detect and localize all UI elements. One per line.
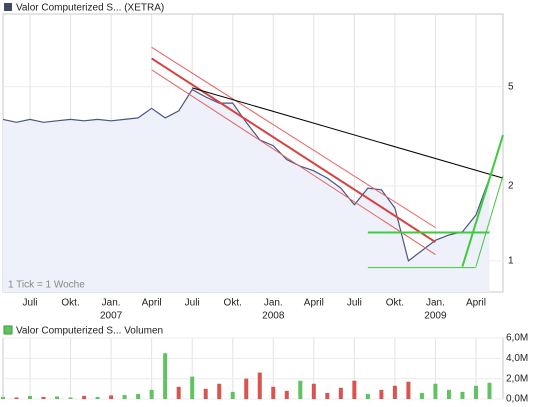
volume-bar xyxy=(109,395,114,399)
volume-bar xyxy=(136,393,141,399)
x-tick-label: Juli xyxy=(347,298,362,309)
volume-bar xyxy=(41,396,46,399)
volume-bar xyxy=(284,390,289,399)
x-tick-label: Jan. xyxy=(264,298,283,309)
volume-bar xyxy=(433,383,438,399)
legend-swatch xyxy=(4,3,12,11)
volume-bar xyxy=(55,396,60,399)
volume-bar xyxy=(122,394,127,399)
y-tick-label: 4,0M xyxy=(506,353,528,364)
x-tick-label: Okt. xyxy=(386,298,404,309)
volume-bar xyxy=(230,391,235,399)
trendline xyxy=(151,69,436,255)
x-tick-label: Okt. xyxy=(224,298,242,309)
x-year-label: 2008 xyxy=(262,311,285,322)
x-tick-label: Juli xyxy=(185,298,200,309)
y-tick-label: 6,0M xyxy=(506,333,528,344)
price-line xyxy=(2,88,491,262)
x-tick-label: Okt. xyxy=(61,298,79,309)
trendline xyxy=(151,57,436,243)
volume-bar xyxy=(28,395,33,399)
volume-bar xyxy=(149,389,154,399)
note: 1 Tick = 1 Woche xyxy=(8,280,85,291)
volume-bar xyxy=(14,397,19,399)
volume-bar xyxy=(379,389,384,399)
volume-bar xyxy=(338,387,343,399)
volume-bar xyxy=(176,386,181,399)
volume-bar xyxy=(82,395,87,399)
y-tick-label: 1 xyxy=(508,256,514,267)
volume-bar xyxy=(460,391,465,399)
price-area xyxy=(3,89,490,292)
x-tick-label: Jan. xyxy=(426,298,445,309)
volume-bar xyxy=(217,383,222,399)
volume-bar xyxy=(271,386,276,399)
volume-bar xyxy=(392,385,397,399)
volume-bar xyxy=(68,397,73,399)
legend-swatch xyxy=(3,325,13,335)
volume-panel xyxy=(2,337,504,400)
y-tick-label: 2 xyxy=(508,181,514,192)
volume-bar xyxy=(406,381,411,399)
volume-bar xyxy=(163,353,168,399)
y-tick-label: 0,0M xyxy=(506,394,528,405)
volume-bar xyxy=(325,392,330,399)
volume-bar xyxy=(1,396,5,399)
x-tick-label: Jan. xyxy=(102,298,121,309)
volume-bar xyxy=(419,392,424,399)
trendline xyxy=(192,87,504,179)
x-tick-label: April xyxy=(466,298,486,309)
x-tick-label: April xyxy=(304,298,324,309)
y-tick-label: 5 xyxy=(508,81,514,92)
volume-bar xyxy=(473,385,478,399)
volume-bar xyxy=(257,372,262,399)
volume-bar xyxy=(311,383,316,399)
trendline xyxy=(461,134,504,267)
trendline xyxy=(151,46,436,229)
legend-label: Valor Computerized S... (XETRA) xyxy=(16,3,164,14)
volume-bar xyxy=(190,376,195,399)
volume-bar xyxy=(95,396,100,399)
trendline xyxy=(475,175,504,267)
volume-bar xyxy=(298,380,303,399)
x-tick-label: April xyxy=(142,298,162,309)
x-year-label: 2009 xyxy=(424,311,447,322)
x-year-label: 2007 xyxy=(100,311,123,322)
volume-bar xyxy=(244,378,249,399)
volume-bar xyxy=(487,382,492,399)
y-tick-label: 2,0M xyxy=(506,373,528,384)
volume-bar xyxy=(446,389,451,399)
volume-bar xyxy=(365,393,370,399)
legend-label: Valor Computerized S... Volumen xyxy=(16,326,163,337)
volume-bar xyxy=(203,388,208,399)
volume-bar xyxy=(352,380,357,399)
x-tick-label: Juli xyxy=(23,298,38,309)
